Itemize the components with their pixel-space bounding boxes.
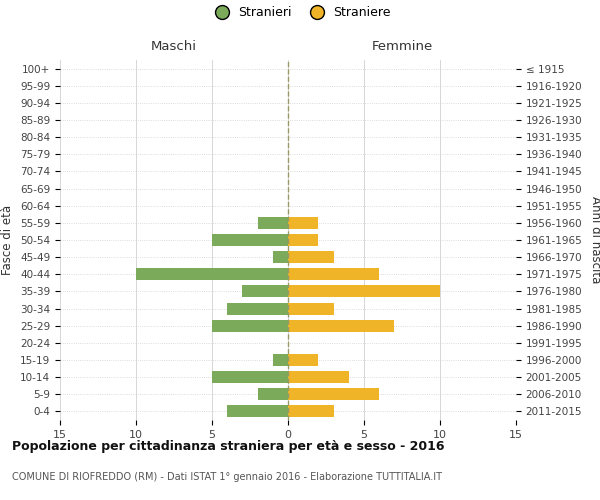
- Bar: [288, 217, 319, 229]
- Bar: [227, 406, 288, 417]
- Bar: [212, 371, 288, 383]
- Bar: [136, 268, 288, 280]
- Bar: [257, 388, 288, 400]
- Bar: [242, 286, 288, 298]
- Bar: [273, 354, 288, 366]
- Bar: [257, 217, 288, 229]
- Bar: [288, 320, 394, 332]
- Bar: [288, 251, 334, 263]
- Y-axis label: Anni di nascita: Anni di nascita: [589, 196, 600, 284]
- Text: Maschi: Maschi: [151, 40, 197, 52]
- Legend: Stranieri, Straniere: Stranieri, Straniere: [205, 1, 395, 24]
- Y-axis label: Fasce di età: Fasce di età: [1, 205, 14, 275]
- Bar: [212, 320, 288, 332]
- Bar: [288, 302, 334, 314]
- Bar: [288, 234, 319, 246]
- Bar: [288, 406, 334, 417]
- Bar: [288, 371, 349, 383]
- Bar: [227, 302, 288, 314]
- Text: Popolazione per cittadinanza straniera per età e sesso - 2016: Popolazione per cittadinanza straniera p…: [12, 440, 445, 453]
- Bar: [273, 251, 288, 263]
- Bar: [288, 354, 319, 366]
- Bar: [288, 286, 440, 298]
- Bar: [288, 268, 379, 280]
- Text: Femmine: Femmine: [371, 40, 433, 52]
- Bar: [212, 234, 288, 246]
- Bar: [288, 388, 379, 400]
- Text: COMUNE DI RIOFREDDO (RM) - Dati ISTAT 1° gennaio 2016 - Elaborazione TUTTITALIA.: COMUNE DI RIOFREDDO (RM) - Dati ISTAT 1°…: [12, 472, 442, 482]
